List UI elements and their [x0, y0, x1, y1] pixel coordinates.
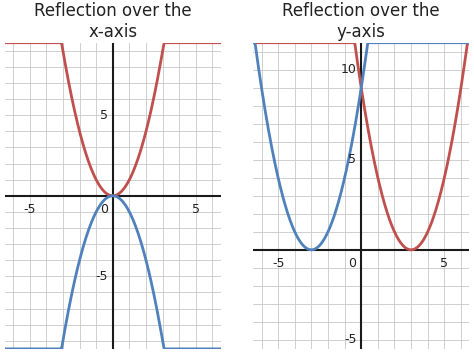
Text: 5: 5 — [348, 153, 356, 166]
Text: 0: 0 — [100, 203, 108, 215]
Title: Reflection over the
x-axis: Reflection over the x-axis — [34, 2, 191, 41]
Text: 0: 0 — [348, 257, 356, 269]
Text: 5: 5 — [440, 257, 448, 269]
Text: -5: -5 — [96, 270, 108, 283]
Text: -5: -5 — [23, 203, 36, 215]
Text: -5: -5 — [272, 257, 284, 269]
Text: 5: 5 — [100, 109, 108, 122]
Text: -5: -5 — [344, 333, 356, 346]
Text: 5: 5 — [192, 203, 200, 215]
Title: Reflection over the
y-axis: Reflection over the y-axis — [283, 2, 440, 41]
Text: 10: 10 — [341, 63, 356, 76]
